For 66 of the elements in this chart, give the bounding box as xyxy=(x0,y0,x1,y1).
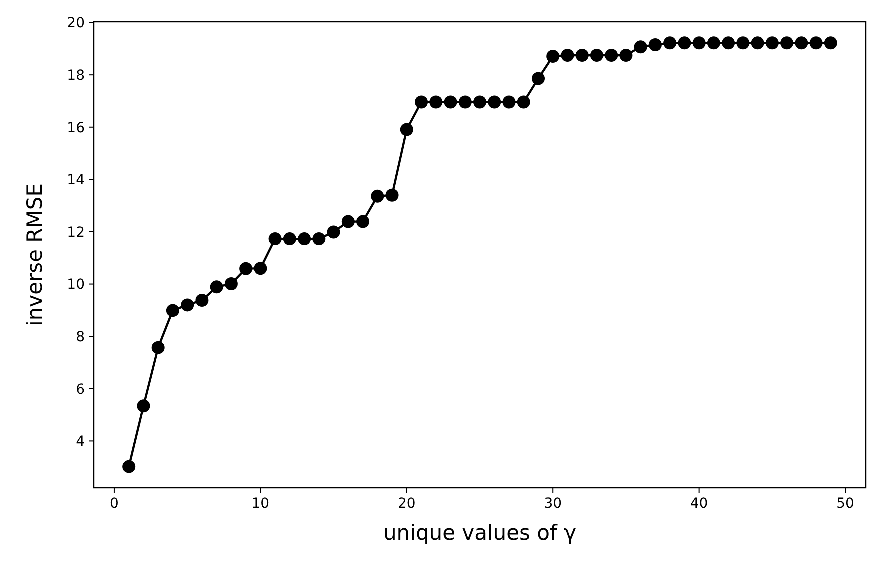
x-tick-label: 40 xyxy=(690,496,708,512)
y-tick-label: 20 xyxy=(67,16,85,32)
point xyxy=(707,36,720,50)
y-tick-label: 18 xyxy=(67,68,85,84)
point xyxy=(327,226,340,239)
y-tick-label: 14 xyxy=(67,172,86,189)
point xyxy=(196,294,209,307)
point xyxy=(474,96,486,109)
point xyxy=(824,36,838,50)
point xyxy=(648,38,662,52)
point xyxy=(810,36,823,50)
point xyxy=(240,262,253,276)
point xyxy=(590,48,604,62)
y-axis-title: inverse RMSE xyxy=(23,184,47,326)
point xyxy=(400,123,414,136)
point xyxy=(751,36,764,50)
point xyxy=(342,215,355,228)
y-tick-label: 10 xyxy=(67,277,85,294)
point xyxy=(532,72,545,86)
point xyxy=(283,232,296,246)
point xyxy=(371,190,384,203)
point xyxy=(430,96,443,109)
point xyxy=(152,341,165,354)
point xyxy=(576,48,589,62)
y-tick-label: 6 xyxy=(76,382,86,398)
point xyxy=(517,96,530,109)
point xyxy=(254,262,268,276)
point xyxy=(795,36,808,50)
point xyxy=(546,50,560,64)
point xyxy=(766,36,779,50)
point xyxy=(166,304,180,318)
point xyxy=(137,400,150,413)
point xyxy=(664,36,677,50)
point xyxy=(488,96,502,109)
point xyxy=(722,36,736,50)
y-tick-label: 16 xyxy=(67,120,86,136)
point xyxy=(561,48,574,62)
point xyxy=(386,188,399,202)
point xyxy=(444,96,458,109)
point xyxy=(620,48,633,62)
x-tick-label: 20 xyxy=(398,496,416,512)
x-tick-label: 50 xyxy=(836,496,854,512)
point xyxy=(356,215,370,228)
point xyxy=(312,232,326,246)
point xyxy=(298,232,312,246)
x-tick-label: 0 xyxy=(110,496,119,512)
point xyxy=(458,96,472,109)
y-tick-label: 12 xyxy=(67,224,85,241)
point xyxy=(634,40,648,54)
x-axis-title: unique values of γ xyxy=(383,521,577,545)
x-tick-label: 30 xyxy=(544,496,562,512)
point xyxy=(122,460,136,474)
point xyxy=(268,232,282,246)
point xyxy=(181,298,194,312)
point xyxy=(415,96,428,109)
x-tick-label: 10 xyxy=(252,496,270,512)
point xyxy=(605,48,618,62)
y-tick-label: 4 xyxy=(76,434,86,450)
point xyxy=(692,36,706,50)
point xyxy=(502,96,516,109)
y-tick-label: 8 xyxy=(76,329,85,346)
point xyxy=(780,36,794,50)
point xyxy=(678,36,692,50)
point xyxy=(210,280,224,294)
point xyxy=(736,36,750,50)
point xyxy=(224,278,238,291)
